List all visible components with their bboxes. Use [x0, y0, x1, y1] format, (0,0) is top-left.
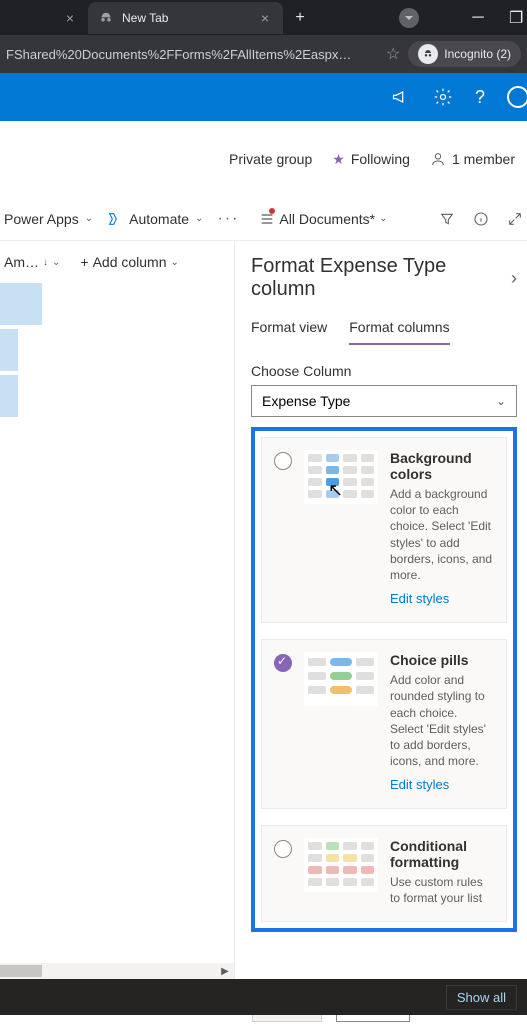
powerapps-button[interactable]: Power Apps ⌄ — [4, 211, 93, 227]
edit-styles-link[interactable]: Edit styles — [390, 777, 449, 792]
persona-avatar[interactable] — [507, 86, 527, 108]
conditional-thumbnail — [304, 838, 378, 892]
show-all-button[interactable]: Show all — [446, 985, 517, 1010]
edit-styles-link[interactable]: Edit styles — [390, 591, 449, 606]
unsaved-dot-icon — [269, 208, 275, 214]
browser-tabstrip: × New Tab × + ─ ❐ — [0, 0, 527, 35]
highlighted-options: ↖ Background colors Add a background col… — [251, 427, 517, 932]
format-column-panel: Format Expense Type column › Format view… — [235, 241, 527, 979]
help-icon[interactable]: ? — [475, 87, 485, 108]
chevron-right-icon[interactable]: › — [511, 268, 517, 289]
incognito-label: Incognito (2) — [444, 47, 511, 61]
option-background-colors[interactable]: ↖ Background colors Add a background col… — [261, 437, 507, 623]
bookmark-icon[interactable]: ☆ — [386, 44, 400, 64]
url-text[interactable]: FShared%20Documents%2FForms%2FAllItems%2… — [6, 47, 378, 62]
card-desc: Use custom rules to format your list — [390, 874, 494, 906]
option-conditional-formatting[interactable]: Conditional formatting Use custom rules … — [261, 825, 507, 921]
flow-icon — [107, 211, 123, 227]
gear-icon[interactable] — [433, 87, 453, 107]
more-button[interactable]: ··· — [217, 210, 239, 228]
megaphone-icon[interactable] — [391, 87, 411, 107]
members-label: 1 member — [452, 151, 515, 167]
automate-button[interactable]: Automate ⌄ — [107, 211, 203, 227]
maximize-button[interactable]: ❐ — [509, 8, 523, 28]
person-icon — [430, 151, 446, 167]
follow-button[interactable]: ★ Following — [332, 151, 410, 168]
powerapps-label: Power Apps — [4, 211, 79, 227]
grid-cell[interactable] — [0, 283, 42, 325]
command-bar: Power Apps ⌄ Automate ⌄ ··· All Document… — [0, 197, 527, 241]
choose-column-label: Choose Column — [251, 363, 517, 379]
card-desc: Add color and rounded styling to each ch… — [390, 672, 494, 769]
close-icon[interactable]: × — [257, 10, 273, 26]
automate-label: Automate — [129, 211, 189, 227]
horizontal-scrollbar[interactable]: ▶ — [0, 963, 234, 979]
close-icon[interactable]: × — [62, 10, 78, 26]
bg-colors-thumbnail: ↖ — [304, 450, 378, 504]
site-header: Private group ★ Following 1 member — [0, 121, 527, 197]
address-bar: FShared%20Documents%2FForms%2FAllItems%2… — [0, 35, 527, 73]
radio-checked[interactable] — [274, 654, 292, 672]
window-controls: ─ ❐ — [399, 0, 523, 35]
info-icon[interactable] — [473, 211, 489, 227]
column-header-label: Am… — [4, 254, 39, 270]
tab-new[interactable]: New Tab × — [88, 2, 283, 34]
radio-unchecked[interactable] — [274, 452, 292, 470]
card-title: Choice pills — [390, 652, 494, 668]
suite-bar: ? — [0, 73, 527, 121]
privacy-label: Private group — [229, 151, 312, 167]
card-title: Conditional formatting — [390, 838, 494, 870]
option-choice-pills[interactable]: Choice pills Add color and rounded styli… — [261, 639, 507, 809]
list-grid: Am… ↓ ⌄ + Add column ⌄ ▶ — [0, 241, 235, 979]
chevron-down-icon: ⌄ — [171, 257, 179, 268]
profile-icon[interactable] — [399, 8, 419, 28]
members-button[interactable]: 1 member — [430, 151, 515, 167]
column-dropdown-value: Expense Type — [262, 393, 350, 409]
expand-icon[interactable] — [507, 211, 523, 227]
card-title: Background colors — [390, 450, 494, 482]
follow-label: Following — [351, 151, 410, 167]
grid-cell[interactable] — [0, 375, 18, 417]
chevron-down-icon: ⌄ — [195, 213, 203, 224]
cursor-icon: ↖ — [328, 480, 343, 501]
incognito-icon — [98, 10, 114, 26]
chevron-down-icon: ⌄ — [52, 257, 60, 268]
tab-label: New Tab — [122, 11, 168, 25]
scrollbar-thumb[interactable] — [0, 965, 42, 977]
add-column-label: Add column — [93, 254, 167, 270]
tab-1[interactable]: × — [0, 2, 88, 34]
choice-pills-thumbnail — [304, 652, 378, 706]
chevron-down-icon: ⌄ — [496, 394, 506, 408]
column-dropdown[interactable]: Expense Type ⌄ — [251, 385, 517, 417]
tab-format-view[interactable]: Format view — [251, 319, 327, 345]
column-header-am[interactable]: Am… ↓ ⌄ — [4, 254, 60, 270]
radio-unchecked[interactable] — [274, 840, 292, 858]
tab-format-columns[interactable]: Format columns — [349, 319, 449, 345]
plus-icon: + — [80, 254, 88, 270]
incognito-badge[interactable]: Incognito (2) — [408, 41, 521, 67]
status-footer: Show all — [0, 979, 527, 1015]
star-icon: ★ — [332, 151, 345, 168]
scroll-right-icon[interactable]: ▶ — [218, 963, 232, 979]
filter-icon[interactable] — [439, 211, 455, 227]
incognito-icon — [418, 44, 438, 64]
sort-down-icon: ↓ — [43, 257, 48, 268]
new-tab-button[interactable]: + — [287, 5, 313, 31]
view-label: All Documents* — [279, 211, 375, 227]
chevron-down-icon: ⌄ — [379, 213, 387, 224]
minimize-button[interactable]: ─ — [471, 9, 485, 27]
view-selector[interactable]: All Documents* ⌄ — [259, 211, 387, 227]
grid-cell[interactable] — [0, 329, 18, 371]
card-desc: Add a background color to each choice. S… — [390, 486, 494, 583]
add-column-button[interactable]: + Add column ⌄ — [80, 254, 179, 270]
panel-title: Format Expense Type column — [251, 255, 511, 301]
chevron-down-icon: ⌄ — [85, 213, 93, 224]
